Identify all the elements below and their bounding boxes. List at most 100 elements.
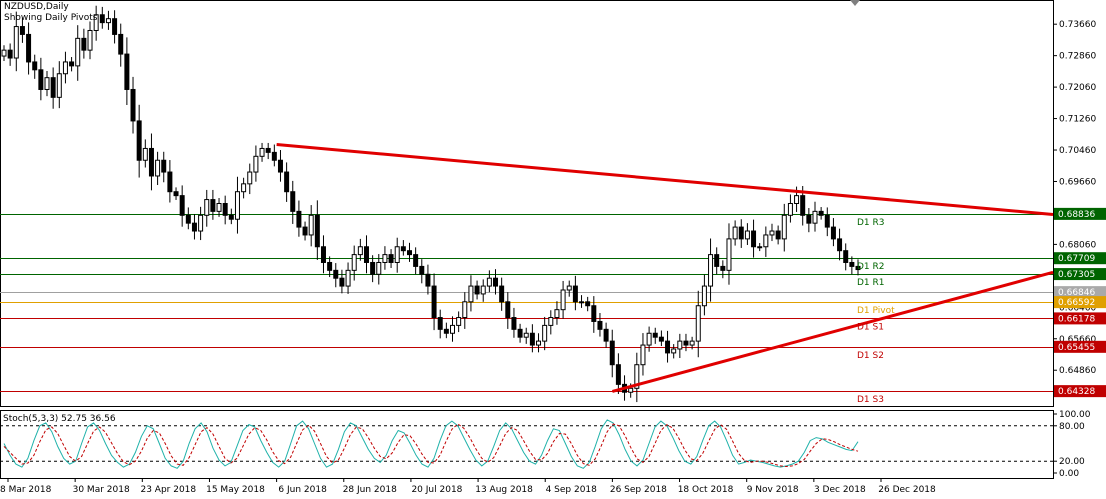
level-value-5: 0.66178 bbox=[1058, 314, 1095, 324]
symbol-title: NZDUSD,Daily bbox=[4, 2, 69, 12]
level-value-box-4 bbox=[1054, 296, 1106, 309]
candle bbox=[339, 269, 345, 294]
candle bbox=[13, 11, 19, 72]
candle bbox=[93, 5, 99, 41]
stoch-signal-line bbox=[3, 423, 859, 468]
candle bbox=[112, 10, 118, 44]
date-tick-label: 6 Jun 2018 bbox=[278, 485, 327, 495]
candle bbox=[468, 275, 474, 312]
candle bbox=[855, 259, 861, 276]
candle bbox=[241, 177, 247, 199]
candle bbox=[517, 323, 523, 343]
candle bbox=[806, 208, 812, 233]
candle bbox=[431, 273, 437, 331]
candle bbox=[732, 220, 738, 246]
candle bbox=[87, 21, 93, 60]
candle bbox=[314, 200, 320, 260]
candle bbox=[259, 142, 265, 162]
time-axis: 8 Mar 2018 30 Mar 2018 23 Apr 2018 15 May 2… bbox=[0, 478, 936, 495]
candle bbox=[50, 67, 56, 109]
candle bbox=[640, 333, 646, 376]
candle bbox=[683, 333, 689, 352]
level-label-7: D1 S3 bbox=[857, 395, 884, 405]
price-tick-label: 0.68060 bbox=[1059, 240, 1096, 250]
date-tick-label: 13 Aug 2018 bbox=[475, 485, 533, 495]
candle bbox=[198, 206, 204, 241]
candle bbox=[277, 150, 283, 182]
candle bbox=[185, 207, 191, 230]
candle bbox=[148, 133, 154, 191]
candle bbox=[216, 197, 222, 217]
candle bbox=[493, 269, 499, 295]
level-value-0: 0.68836 bbox=[1058, 210, 1095, 220]
candle bbox=[320, 235, 326, 274]
candle bbox=[130, 76, 136, 134]
date-tick-label: 3 Dec 2018 bbox=[814, 485, 866, 495]
candle bbox=[247, 163, 253, 195]
trendlines[interactable] bbox=[276, 143, 1054, 393]
price-tick-label: 0.72060 bbox=[1059, 83, 1096, 93]
candle bbox=[99, 6, 105, 29]
price-tick-label: 0.70460 bbox=[1059, 146, 1096, 156]
candle bbox=[763, 226, 769, 257]
candle bbox=[542, 316, 548, 351]
candle bbox=[376, 254, 382, 285]
candle bbox=[265, 142, 271, 160]
candle bbox=[658, 330, 664, 347]
trendline-0[interactable] bbox=[276, 143, 1054, 217]
candle bbox=[75, 25, 81, 81]
candle bbox=[646, 326, 652, 352]
candle bbox=[105, 10, 111, 30]
level-value-box-5 bbox=[1054, 312, 1106, 325]
pivots-subtitle: Showing Daily Pivots bbox=[4, 13, 98, 23]
candle bbox=[62, 51, 68, 84]
candle bbox=[81, 28, 87, 59]
candle bbox=[751, 219, 757, 258]
candle bbox=[222, 195, 228, 225]
candle bbox=[210, 189, 216, 220]
candle bbox=[155, 151, 161, 186]
candle bbox=[781, 203, 787, 252]
candle bbox=[671, 344, 677, 359]
candle bbox=[253, 145, 259, 182]
candle bbox=[413, 247, 419, 275]
level-value-box-3 bbox=[1054, 286, 1106, 299]
level-value-7: 0.64328 bbox=[1058, 387, 1095, 397]
candle bbox=[38, 57, 44, 101]
level-value-2: 0.67305 bbox=[1058, 270, 1095, 280]
level-value-4: 0.66592 bbox=[1058, 298, 1095, 308]
level-label-4: D1 Pivot bbox=[857, 306, 895, 316]
candle bbox=[812, 201, 818, 232]
candle bbox=[652, 327, 658, 344]
main-chart-frame bbox=[0, 0, 1054, 407]
date-tick-label: 18 Oct 2018 bbox=[678, 485, 734, 495]
candle bbox=[566, 280, 572, 297]
candle bbox=[677, 333, 683, 359]
candle bbox=[757, 243, 763, 252]
candle bbox=[505, 292, 511, 329]
level-label-0: D1 R3 bbox=[857, 218, 885, 228]
candle bbox=[536, 333, 542, 353]
candle bbox=[400, 240, 406, 256]
candle bbox=[308, 205, 314, 247]
candle bbox=[69, 57, 75, 72]
pivot-levels bbox=[0, 214, 1053, 392]
level-value-box-6 bbox=[1054, 340, 1106, 353]
candle bbox=[370, 255, 376, 283]
candle bbox=[351, 245, 357, 281]
candle bbox=[161, 151, 167, 183]
candle bbox=[56, 61, 62, 109]
candle bbox=[462, 292, 468, 329]
candle bbox=[136, 104, 142, 178]
date-tick-label: 30 Mar 2018 bbox=[73, 485, 130, 495]
stoch-tick-label: 20.00 bbox=[1059, 457, 1085, 467]
candle bbox=[480, 279, 486, 302]
candle bbox=[486, 270, 492, 293]
price-tick-label: 0.66460 bbox=[1059, 303, 1096, 313]
date-tick-label: 28 Jun 2018 bbox=[343, 485, 397, 495]
candle bbox=[394, 237, 400, 273]
chart-shift-marker-icon[interactable] bbox=[850, 0, 860, 6]
trendline-1[interactable] bbox=[611, 270, 1054, 393]
level-value-6: 0.65455 bbox=[1058, 343, 1095, 353]
